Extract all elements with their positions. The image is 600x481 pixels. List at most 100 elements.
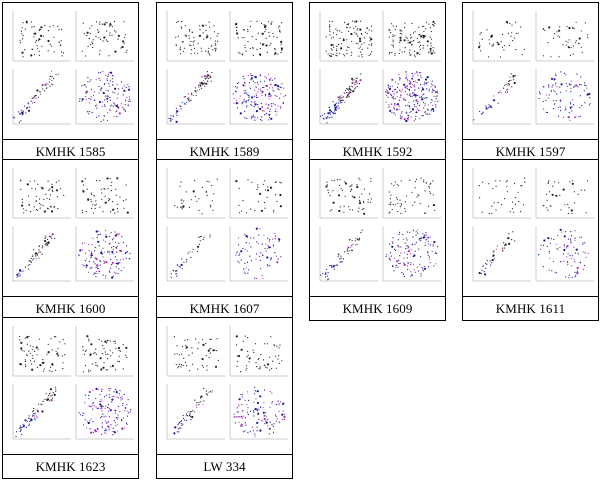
star-point [489, 43, 491, 45]
star-point [60, 40, 62, 42]
star-point [107, 75, 109, 77]
star-point [574, 271, 576, 273]
star-point [559, 99, 561, 101]
star-point [570, 238, 572, 240]
star-point [492, 43, 494, 45]
star-point [208, 391, 210, 393]
star-point [237, 360, 239, 362]
star-point [418, 26, 420, 28]
star-point [402, 238, 404, 240]
subplot [75, 69, 134, 125]
star-point [181, 353, 183, 355]
star-point [196, 250, 199, 253]
star-point [62, 362, 64, 364]
star-point [268, 31, 270, 34]
star-point [270, 259, 272, 261]
star-point [347, 24, 349, 26]
star-point [543, 205, 545, 207]
star-point [83, 353, 85, 355]
star-point [333, 32, 335, 34]
star-point [263, 86, 265, 88]
star-point [93, 195, 95, 197]
star-point [91, 41, 93, 43]
star-point [21, 204, 24, 207]
subplot [229, 384, 288, 440]
star-point [434, 85, 436, 87]
star-point [124, 410, 126, 412]
star-point [252, 54, 254, 57]
star-point [55, 390, 57, 392]
star-point [36, 410, 40, 413]
star-point [427, 240, 429, 242]
star-point [214, 40, 216, 42]
star-point [269, 44, 271, 46]
star-point [206, 180, 208, 182]
star-point [107, 410, 109, 412]
star-point [329, 117, 331, 119]
star-point [348, 89, 350, 91]
star-point [360, 73, 362, 75]
star-point [16, 431, 18, 433]
star-point [256, 48, 258, 51]
star-point [415, 106, 417, 108]
star-point [101, 101, 103, 103]
star-point [551, 86, 553, 88]
star-point [392, 241, 394, 243]
star-point [124, 99, 127, 101]
star-point [394, 103, 396, 105]
star-point [266, 189, 270, 192]
star-point [337, 102, 339, 104]
star-point [191, 251, 193, 253]
star-point [24, 28, 26, 30]
star-point [31, 97, 33, 99]
star-point [567, 264, 569, 266]
star-point [60, 44, 62, 47]
star-point [394, 266, 396, 268]
star-point [211, 71, 213, 74]
star-point [568, 277, 570, 279]
star-point [554, 181, 556, 183]
star-point [279, 205, 282, 208]
star-point [89, 32, 91, 34]
star-point [208, 356, 210, 359]
star-point [123, 21, 125, 23]
star-point [35, 195, 38, 197]
star-point [92, 46, 94, 49]
star-point [420, 72, 422, 74]
star-point [504, 198, 506, 200]
star-point [361, 48, 363, 51]
star-point [555, 243, 557, 245]
star-point [25, 426, 28, 428]
star-point [180, 105, 182, 108]
star-point [329, 30, 331, 33]
star-point [190, 40, 192, 43]
star-point [570, 231, 572, 233]
star-point [125, 100, 127, 102]
star-point [261, 92, 263, 94]
star-point [415, 94, 417, 97]
star-point [27, 103, 29, 105]
star-point [28, 423, 30, 425]
star-point [398, 262, 400, 264]
star-point [102, 70, 104, 73]
star-point [507, 88, 509, 90]
star-point [327, 279, 329, 281]
star-point [236, 22, 238, 24]
star-point [514, 37, 516, 39]
star-point [51, 183, 53, 185]
star-point [216, 338, 218, 340]
star-point [428, 90, 430, 92]
star-point [116, 418, 118, 420]
star-point [107, 90, 109, 92]
star-point [395, 92, 397, 94]
star-point [29, 263, 31, 266]
star-point [278, 89, 280, 91]
star-point [269, 406, 271, 408]
star-point [514, 203, 517, 205]
star-point [386, 253, 388, 256]
star-point [244, 335, 246, 337]
star-point [116, 262, 118, 264]
star-point [19, 274, 21, 276]
star-point [260, 354, 262, 356]
star-point [126, 96, 128, 98]
